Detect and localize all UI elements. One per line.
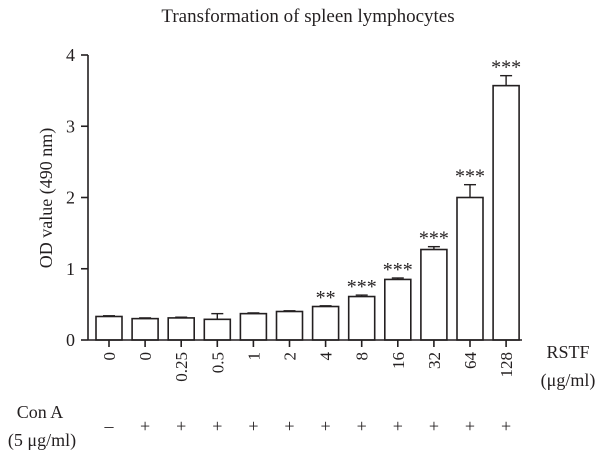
x-tick-label-5: 2 (281, 352, 300, 361)
bar-5 (275, 310, 304, 341)
x-tick-label-2: 0.25 (172, 352, 191, 382)
con-a-sign-9: + (429, 416, 439, 436)
bar-1 (131, 317, 159, 341)
x-tick-label-6: 4 (317, 352, 336, 361)
bar-8 (383, 278, 412, 341)
bar-10 (456, 196, 484, 341)
bar-0 (95, 315, 123, 341)
x-tick-label-10: 64 (461, 352, 480, 370)
con-a-sign-10: + (465, 416, 475, 436)
x-tick-label-3: 0.5 (208, 352, 227, 373)
y-tick-label-2: 2 (66, 188, 75, 208)
con-a-row: – + + + + + + + + + + + (104, 416, 512, 436)
con-a-sign-8: + (393, 416, 403, 436)
x-tick-label-0: 0 (100, 352, 119, 361)
bar-7 (347, 295, 376, 341)
significance-label-8: *** (383, 259, 413, 281)
x-tick-label-11: 128 (497, 352, 516, 378)
con-a-sign-11: + (501, 416, 511, 436)
y-tick-label-4: 4 (66, 45, 75, 65)
x-tick-label-1: 0 (136, 352, 155, 361)
con-a-sign-5: + (284, 416, 294, 436)
significance-label-11: *** (491, 57, 521, 79)
y-tick-label-3: 3 (66, 116, 75, 136)
con-a-sign-3: + (212, 416, 222, 436)
y-axis: 0 1 2 3 4 (66, 45, 89, 350)
y-axis-label: OD value (490 nm) (36, 128, 57, 268)
y-tick-label-0: 0 (66, 330, 75, 350)
con-a-sign-2: + (176, 416, 186, 436)
con-a-sign-4: + (248, 416, 258, 436)
x-tick-label-9: 32 (425, 352, 444, 369)
significance-label-7: *** (347, 276, 377, 298)
bar-9 (420, 248, 448, 341)
y-tick-label-1: 1 (66, 259, 75, 279)
x-axis-label-rstf: RSTF (546, 342, 589, 362)
con-a-sign-7: + (357, 416, 367, 436)
bars: ** *************** (95, 57, 521, 341)
bar-4 (239, 312, 268, 341)
con-a-sign-0: – (104, 416, 115, 436)
chart-title: Transformation of spleen lymphocytes (161, 6, 454, 27)
significance-label-6: ** (316, 287, 336, 309)
con-a-sign-6: + (321, 416, 331, 436)
bar-2 (167, 317, 195, 341)
bar-3 (203, 318, 232, 341)
x-axis-label-unit: (μg/ml) (541, 370, 596, 391)
x-axis: 0 0 0.25 0.5 1 2 4 8 16 32 64 128 (88, 339, 522, 382)
bar-11 (492, 84, 520, 341)
significance-label-10: *** (455, 166, 485, 188)
x-tick-label-8: 16 (389, 352, 408, 369)
significance-label-9: *** (419, 228, 449, 250)
bar-6 (311, 305, 340, 341)
con-a-sign-1: + (140, 416, 150, 436)
con-a-concentration-label: (5 μg/ml) (8, 430, 76, 451)
x-tick-label-7: 8 (353, 352, 372, 361)
con-a-label: Con A (17, 402, 64, 422)
x-tick-label-4: 1 (244, 352, 263, 361)
